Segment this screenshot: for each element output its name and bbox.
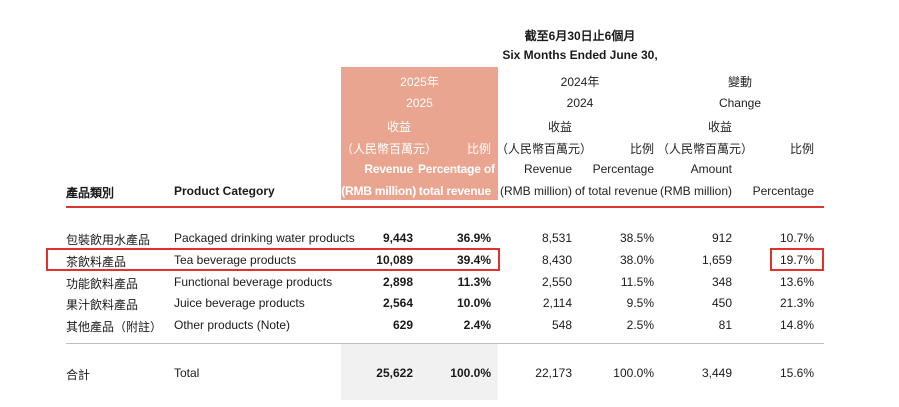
rev2024-zh: 收益: [547, 120, 572, 134]
year-2024: 2024: [566, 96, 594, 110]
row-label-en: Tea beverage products: [174, 253, 297, 267]
year-2025-band: [341, 67, 498, 200]
pct2025-value: 10.0%: [456, 296, 491, 310]
pct2024-value: 11.5%: [620, 275, 654, 289]
pct2025-value: 36.9%: [456, 231, 491, 245]
rev2024-value: 8,430: [541, 253, 572, 267]
row-label-en: Other products (Note): [174, 318, 291, 332]
pct2024-value: 38.0%: [619, 253, 654, 267]
total-label-zh: 合計: [66, 368, 91, 382]
amount-value: 450: [711, 296, 732, 310]
change-en: Change: [718, 96, 762, 110]
rev2024-rmb-zh: （人民幣百萬元）: [496, 142, 593, 156]
pct2025-zh: 比例: [466, 142, 491, 156]
pct2025-value: 39.4%: [456, 253, 491, 267]
amount-en: Amount: [690, 162, 732, 176]
change-pct-zh: 比例: [789, 142, 814, 156]
rev2025-zh: 收益: [386, 120, 411, 134]
year-2025-zh: 2025年: [400, 75, 439, 89]
pct2025-en-2: total revenue: [418, 184, 491, 198]
year-2024-zh: 2024年: [560, 75, 600, 89]
pct2025-value: 2.4%: [463, 318, 491, 332]
row-label-en: Functional beverage products: [174, 275, 333, 289]
change-value: 10.7%: [779, 231, 814, 245]
amount-zh: 收益: [707, 120, 732, 134]
amount-value: 912: [711, 231, 732, 245]
rev2024-value: 2,550: [541, 275, 572, 289]
row-label-en: Packaged drinking water products: [174, 231, 355, 245]
row-label-zh: 功能飲料產品: [66, 277, 139, 291]
change-zh: 變動: [727, 75, 752, 89]
row-label-zh: 茶飲料產品: [66, 255, 127, 269]
rev2024-en: Revenue: [523, 162, 572, 176]
change-pct-en: Percentage: [752, 184, 814, 198]
category-header-zh: 產品類別: [66, 186, 115, 200]
total-pct2024: 100.0%: [613, 366, 654, 380]
rev2025-value: 2,564: [382, 296, 413, 310]
total-rule: [66, 343, 824, 344]
pct2024-value: 2.5%: [626, 318, 654, 332]
row-label-zh: 包裝飲用水產品: [66, 233, 151, 247]
row-label-en: Juice beverage products: [174, 296, 305, 310]
rev2025-rmb-zh: （人民幣百萬元）: [341, 142, 438, 156]
pct2024-en-b: of total revenue: [575, 184, 658, 198]
rev2025-value: 2,898: [382, 275, 413, 289]
change-value: 21.3%: [779, 296, 814, 310]
year-2025: 2025: [406, 96, 433, 110]
total-change: 15.6%: [779, 366, 814, 380]
total-amount: 3,449: [701, 366, 732, 380]
amount-value: 1,659: [701, 253, 732, 267]
header-rule: [66, 206, 824, 208]
rev2024-rmb-en: (RMB million): [500, 184, 572, 198]
pct2024-value: 38.5%: [619, 231, 654, 245]
amount-value: 348: [711, 275, 732, 289]
row-label-zh: 果汁飲料產品: [66, 298, 139, 312]
rev2024-value: 2,114: [542, 296, 572, 310]
change-value: 19.7%: [779, 253, 814, 267]
total-label-en: Total: [174, 366, 200, 380]
change-value: 14.8%: [779, 318, 814, 332]
rev2025-en: Revenue: [364, 162, 413, 176]
amount-rmb-en: (RMB million): [660, 184, 732, 198]
tea-row-highlight: [46, 248, 500, 271]
category-header-en: Product Category: [174, 184, 275, 198]
rev2025-value: 629: [392, 318, 413, 332]
total-2025-band: [341, 344, 498, 400]
rev2024-value: 8,531: [541, 231, 572, 245]
period-title-zh: 截至6月30日止6個月: [524, 29, 636, 43]
rev2025-value: 9,443: [382, 231, 413, 245]
rev2024-value: 548: [551, 318, 572, 332]
total-pct2025: 100.0%: [450, 366, 491, 380]
total-rev2024: 22,173: [535, 366, 572, 380]
total-rev2025: 25,622: [376, 366, 413, 380]
amount-value: 81: [718, 318, 732, 332]
row-label-zh: 其他產品（附註）: [66, 320, 163, 334]
period-title-en: Six Months Ended June 30,: [502, 48, 658, 62]
pct2024-zh: 比例: [629, 142, 654, 156]
amount-rmb-zh: （人民幣百萬元）: [657, 142, 754, 156]
change-value: 13.6%: [779, 275, 814, 289]
pct2025-value: 11.3%: [457, 275, 491, 289]
tea-change-highlight: [770, 248, 824, 271]
rev2025-value: 10,089: [376, 253, 413, 267]
rev2025-rmb-en: (RMB million): [341, 184, 416, 198]
pct2024-en-a: Percentage: [592, 162, 654, 176]
pct2025-en-1: Percentage of: [418, 162, 495, 176]
pct2024-value: 9.5%: [626, 296, 654, 310]
